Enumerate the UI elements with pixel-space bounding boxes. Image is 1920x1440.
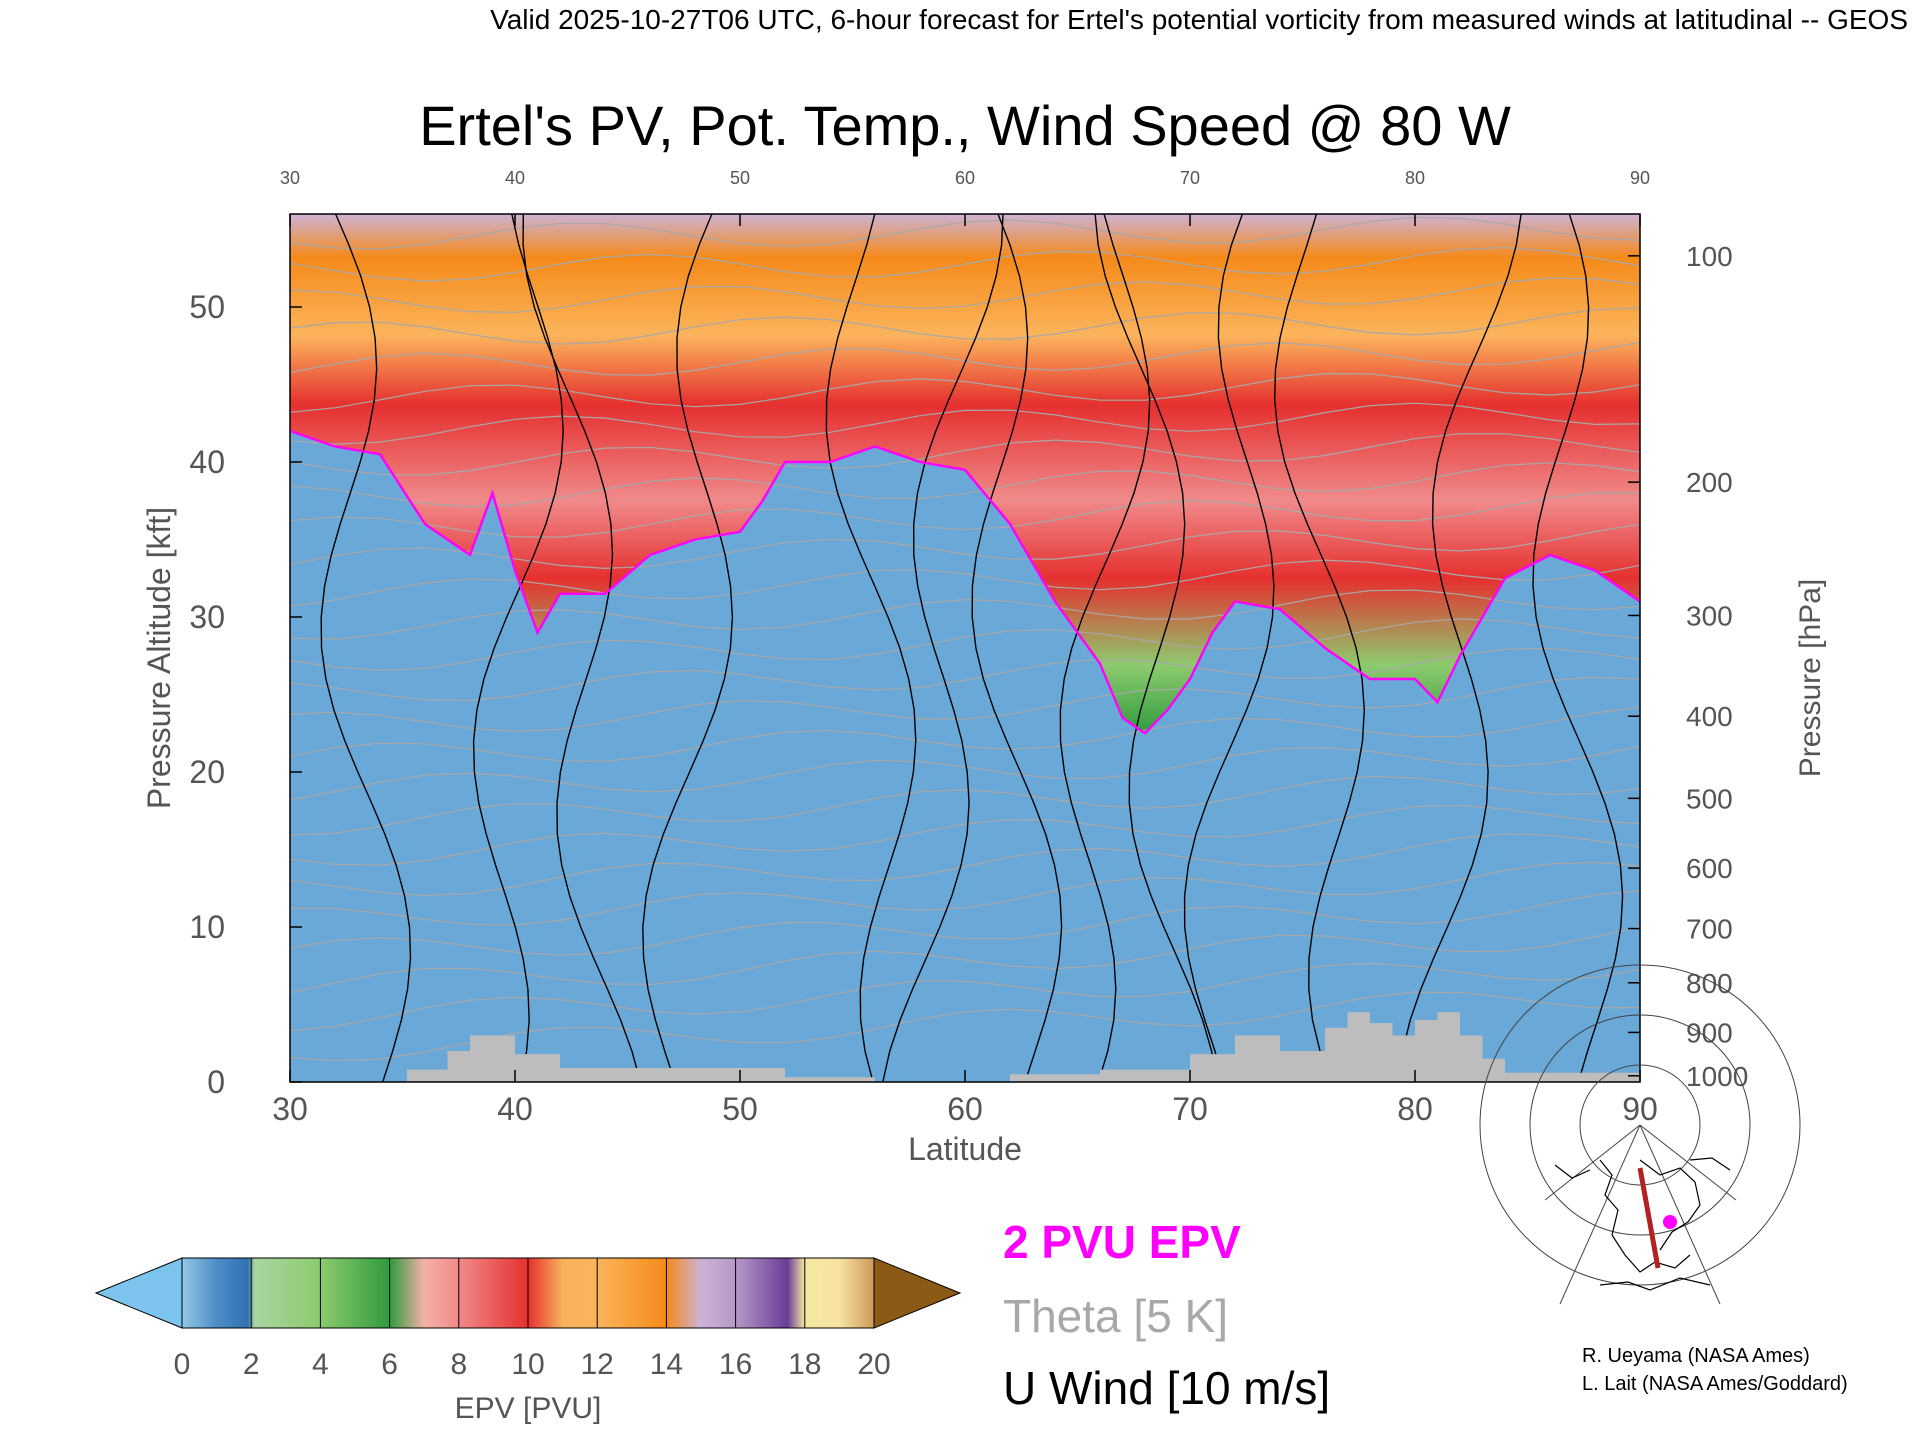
colorbar-tick-label: 18 xyxy=(788,1348,821,1381)
pressure-axis: 100 200 300 400 500 600 700 800 900 1000 xyxy=(1628,241,1748,1092)
x-axis: 30 40 50 60 70 80 90 xyxy=(272,1070,1658,1127)
colorbar-tick-label: 20 xyxy=(857,1348,890,1381)
colorbar-tick-label: 14 xyxy=(650,1348,683,1381)
y-tick-label: 30 xyxy=(189,599,225,635)
pressure-tick-label: 300 xyxy=(1686,600,1733,631)
x-tick-label: 50 xyxy=(722,1091,758,1127)
colorbar: 0 2 4 6 8 10 12 14 16 18 20 EPV [PVU] xyxy=(94,1257,962,1425)
legend: 2 PVU EPV Theta [5 K] U Wind [10 m/s] xyxy=(1003,1216,1330,1414)
x-top-tick-label: 70 xyxy=(1180,168,1200,188)
inset-map-section-path xyxy=(1637,1167,1661,1269)
pressure-axis-label: Pressure [hPa] xyxy=(1794,579,1827,777)
y-axis-label: Pressure Altitude [kft] xyxy=(141,507,177,809)
credit-1: R. Ueyama (NASA Ames) xyxy=(1582,1345,1810,1367)
pressure-tick-label: 900 xyxy=(1686,1017,1733,1048)
colorbar-tick-label: 6 xyxy=(381,1348,398,1381)
x-top-tick-label: 40 xyxy=(505,168,525,188)
x-tick-label: 70 xyxy=(1172,1091,1208,1127)
colorbar-label: EPV [PVU] xyxy=(455,1392,602,1425)
inset-map xyxy=(1479,964,1801,1305)
plot-area: 30 40 50 60 70 80 90 30 40 50 60 70 80 90 0 10 20 30 40 5… xyxy=(189,168,1748,1127)
legend-wind: U Wind [10 m/s] xyxy=(1003,1362,1330,1414)
x-tick-label: 30 xyxy=(272,1091,308,1127)
pressure-tick-label: 200 xyxy=(1686,467,1733,498)
pressure-tick-label: 1000 xyxy=(1686,1061,1748,1092)
colorbar-tick-label: 10 xyxy=(511,1348,544,1381)
legend-tropopause: 2 PVU EPV xyxy=(1003,1216,1241,1268)
x-top-tick-label: 50 xyxy=(730,168,750,188)
y-tick-label: 20 xyxy=(189,754,225,790)
colorbar-tick-label: 8 xyxy=(450,1348,467,1381)
chart-title: Ertel's PV, Pot. Temp., Wind Speed @ 80 … xyxy=(419,94,1511,157)
pressure-tick-label: 600 xyxy=(1686,853,1733,884)
x-tick-label: 80 xyxy=(1397,1091,1433,1127)
y-tick-label: 10 xyxy=(189,909,225,945)
x-axis-label: Latitude xyxy=(908,1131,1022,1167)
legend-theta: Theta [5 K] xyxy=(1003,1290,1228,1342)
credit-2: L. Lait (NASA Ames/Goddard) xyxy=(1582,1373,1848,1395)
colorbar-tick-label: 0 xyxy=(174,1348,191,1381)
inset-map-marker xyxy=(1663,1215,1677,1229)
y-axis: 0 10 20 30 40 50 xyxy=(189,289,302,1100)
colorbar-tick-label: 12 xyxy=(581,1348,614,1381)
pressure-tick-label: 800 xyxy=(1686,968,1733,999)
inset-map-coastlines xyxy=(1554,1157,1731,1291)
colorbar-over-arrow xyxy=(873,1257,962,1329)
y-tick-label: 40 xyxy=(189,444,225,480)
y-tick-label: 0 xyxy=(207,1064,225,1100)
pressure-tick-label: 100 xyxy=(1686,241,1733,272)
valid-line: Valid 2025-10-27T06 UTC, 6-hour forecast… xyxy=(490,4,1908,35)
colorbar-ticks: 0 2 4 6 8 10 12 14 16 18 20 xyxy=(174,1258,891,1381)
x-axis-top: 30 40 50 60 70 80 90 xyxy=(280,168,1650,226)
colorbar-tick-label: 4 xyxy=(312,1348,329,1381)
colorbar-tick-label: 16 xyxy=(719,1348,752,1381)
colorbar-under-arrow xyxy=(94,1257,183,1329)
x-tick-label: 90 xyxy=(1622,1091,1658,1127)
x-tick-label: 60 xyxy=(947,1091,983,1127)
wind-contours xyxy=(320,214,1624,1082)
x-top-tick-label: 90 xyxy=(1630,168,1650,188)
y-tick-label: 50 xyxy=(189,289,225,325)
x-top-tick-label: 80 xyxy=(1405,168,1425,188)
x-top-tick-label: 60 xyxy=(955,168,975,188)
x-tick-label: 40 xyxy=(497,1091,533,1127)
ground-mask xyxy=(290,1012,1640,1082)
tropopause-2pvu-line xyxy=(290,429,1640,735)
x-top-tick-label: 30 xyxy=(280,168,300,188)
pressure-tick-label: 400 xyxy=(1686,701,1733,732)
inset-map-graticule xyxy=(1479,964,1801,1305)
pressure-tick-label: 500 xyxy=(1686,783,1733,814)
pressure-tick-label: 700 xyxy=(1686,914,1733,945)
colorbar-tick-label: 2 xyxy=(243,1348,260,1381)
theta-contours xyxy=(290,216,1640,1062)
